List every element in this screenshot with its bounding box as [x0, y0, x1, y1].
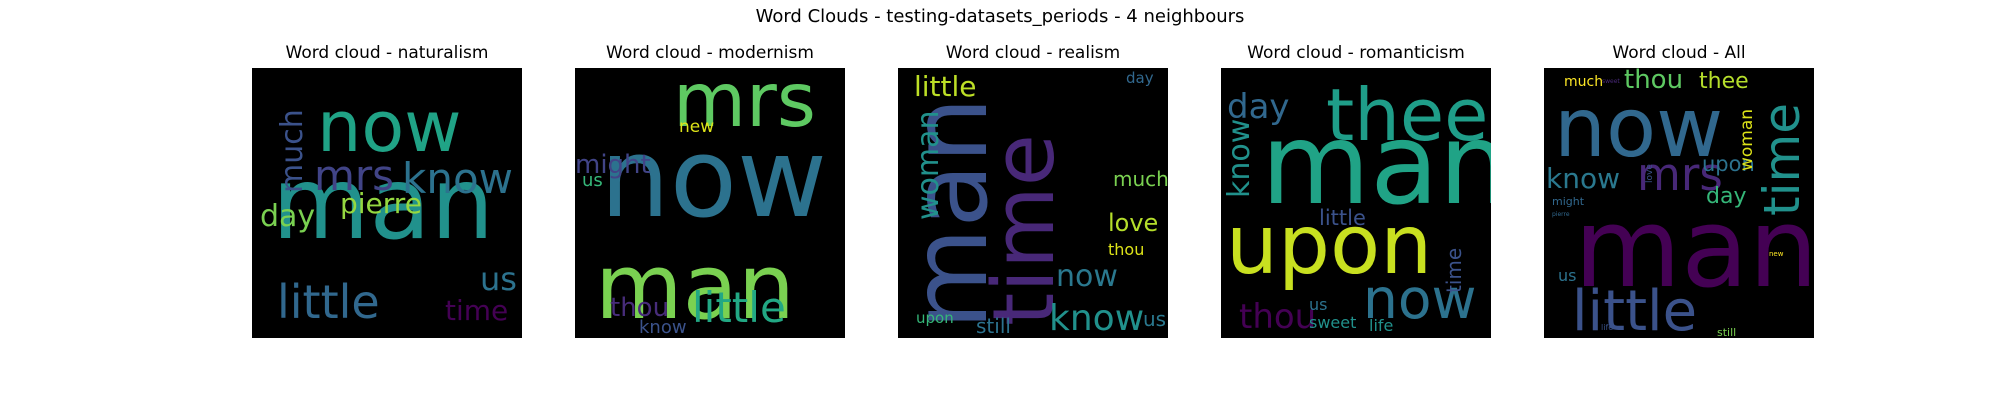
cloud-word-man: man	[1261, 100, 1491, 230]
cloud-word-know: know	[1546, 162, 1620, 195]
cloud-word-time: time	[1753, 103, 1811, 216]
cloud-word-still: still	[1717, 326, 1736, 338]
cloud-word-us: us	[1309, 295, 1327, 314]
cloud-word-now: now	[600, 114, 827, 242]
cloud-word-upon: upon	[1226, 198, 1432, 293]
cloud-word-mrs: mrs	[1637, 148, 1723, 201]
cloud-word-new: new	[679, 117, 714, 137]
cloud-word-know: know	[639, 317, 687, 338]
cloud-word-thou: thou	[1624, 68, 1683, 95]
cloud-word-sweet: sweet	[1602, 78, 1620, 85]
cloud-word-thou: thou	[610, 293, 669, 323]
cloud-word-day: day	[1706, 184, 1746, 209]
cloud-word-woman: woman	[911, 110, 946, 220]
cloud-word-little: little	[277, 275, 380, 329]
cloud-word-now: now	[1363, 267, 1477, 331]
cloud-word-day: day	[260, 199, 315, 234]
cloud-word-now: now	[317, 86, 461, 168]
cloud-word-upon: upon	[916, 309, 954, 327]
cloud-word-now: now	[1554, 81, 1723, 176]
cloud-word-know: know	[1049, 298, 1144, 338]
cloud-word-upon: upon	[1702, 152, 1755, 176]
cloud-word-sweet: sweet	[1309, 313, 1356, 332]
wordcloud-all: man now little time mrs know thou thee upon day wo…	[1544, 68, 1814, 338]
cloud-word-much: much	[1564, 74, 1603, 90]
cloud-word-little: little	[914, 70, 977, 103]
cloud-word-little: little	[692, 283, 786, 332]
cloud-word-man: man	[898, 97, 1011, 330]
cloud-word-might: might	[575, 150, 651, 180]
cloud-word-little: little	[1572, 279, 1697, 338]
cloud-word-thee: thee	[1326, 73, 1488, 157]
cloud-word-life: life	[1369, 316, 1393, 335]
cloud-word-us: us	[1143, 307, 1166, 331]
cloud-word-time: time	[445, 294, 508, 327]
cloud-word-life: life	[1601, 323, 1613, 332]
wordcloud-modernism: now man mrs little might new us thou know	[575, 68, 845, 338]
cloud-word-woman: woman	[1737, 109, 1757, 171]
wordcloud-romanticism: man upon thee now thou day know little time sweet…	[1221, 68, 1491, 338]
cloud-word-us: us	[1558, 266, 1576, 285]
panel-title-romanticism: Word cloud - romanticism	[1247, 43, 1465, 63]
cloud-word-mrs: mrs	[673, 68, 816, 144]
cloud-word-day: day	[1227, 87, 1290, 127]
cloud-word-us: us	[582, 170, 603, 191]
cloud-word-thou: thou	[1108, 240, 1144, 259]
cloud-word-little: little	[1319, 206, 1366, 230]
cloud-word-know: know	[1222, 119, 1257, 198]
cloud-word-man: man	[1574, 184, 1814, 312]
cloud-word-still: still	[976, 314, 1011, 338]
panel-title-all: Word cloud - All	[1612, 43, 1746, 63]
cloud-word-pierre: pierre	[1552, 211, 1570, 218]
cloud-word-us: us	[480, 260, 517, 298]
cloud-word-love: love	[1108, 209, 1158, 237]
cloud-word-much: much	[1113, 167, 1168, 191]
cloud-word-know: know	[402, 154, 513, 203]
cloud-word-pierre: pierre	[340, 187, 422, 220]
panel-title-realism: Word cloud - realism	[945, 43, 1121, 63]
cloud-word-time: time	[1442, 248, 1466, 293]
cloud-word-time: time	[975, 134, 1074, 326]
cloud-word-love: love	[1645, 164, 1655, 183]
panel-title-modernism: Word cloud - modernism	[606, 43, 814, 63]
cloud-word-thee: thee	[1699, 69, 1749, 94]
cloud-word-man: man	[272, 145, 494, 262]
wordcloud-realism: man time little woman know now love much thou day…	[898, 68, 1168, 338]
cloud-word-new: new	[1769, 250, 1784, 258]
cloud-word-mrs: mrs	[314, 151, 394, 200]
cloud-word-man: man	[595, 235, 795, 338]
cloud-word-thou: thou	[1239, 297, 1316, 337]
cloud-word-might: might	[1552, 195, 1585, 208]
panel-title-naturalism: Word cloud - naturalism	[285, 43, 489, 63]
cloud-word-much: much	[275, 109, 310, 193]
cloud-word-now: now	[1056, 259, 1118, 294]
wordcloud-naturalism: man now know mrs little pierre much day us time	[252, 68, 522, 338]
figure-title: Word Clouds - testing-datasets_periods -…	[755, 6, 1245, 27]
cloud-word-day: day	[1126, 69, 1154, 87]
